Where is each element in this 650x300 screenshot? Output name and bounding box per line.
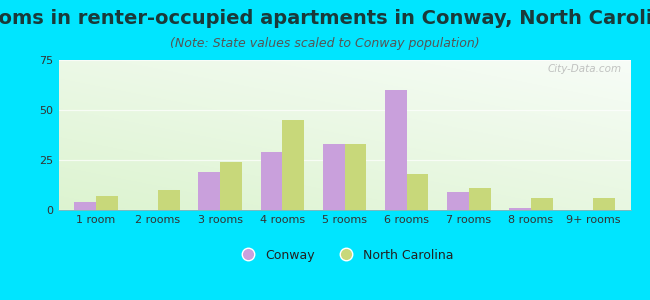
Bar xyxy=(261,152,282,210)
Bar xyxy=(447,192,469,210)
Bar xyxy=(407,174,428,210)
Text: (Note: State values scaled to Conway population): (Note: State values scaled to Conway pop… xyxy=(170,38,480,50)
Bar xyxy=(323,144,345,210)
Bar xyxy=(344,144,366,210)
Bar xyxy=(469,188,491,210)
Bar xyxy=(531,198,552,210)
Bar xyxy=(593,198,615,210)
Bar xyxy=(220,162,242,210)
Bar xyxy=(509,208,531,210)
Bar xyxy=(282,120,304,210)
Bar xyxy=(96,196,118,210)
Bar xyxy=(385,90,407,210)
Bar xyxy=(74,202,96,210)
Bar xyxy=(158,190,180,210)
Bar xyxy=(198,172,220,210)
Text: City-Data.com: City-Data.com xyxy=(548,64,622,74)
Legend: Conway, North Carolina: Conway, North Carolina xyxy=(230,244,459,267)
Text: Rooms in renter-occupied apartments in Conway, North Carolina: Rooms in renter-occupied apartments in C… xyxy=(0,9,650,28)
